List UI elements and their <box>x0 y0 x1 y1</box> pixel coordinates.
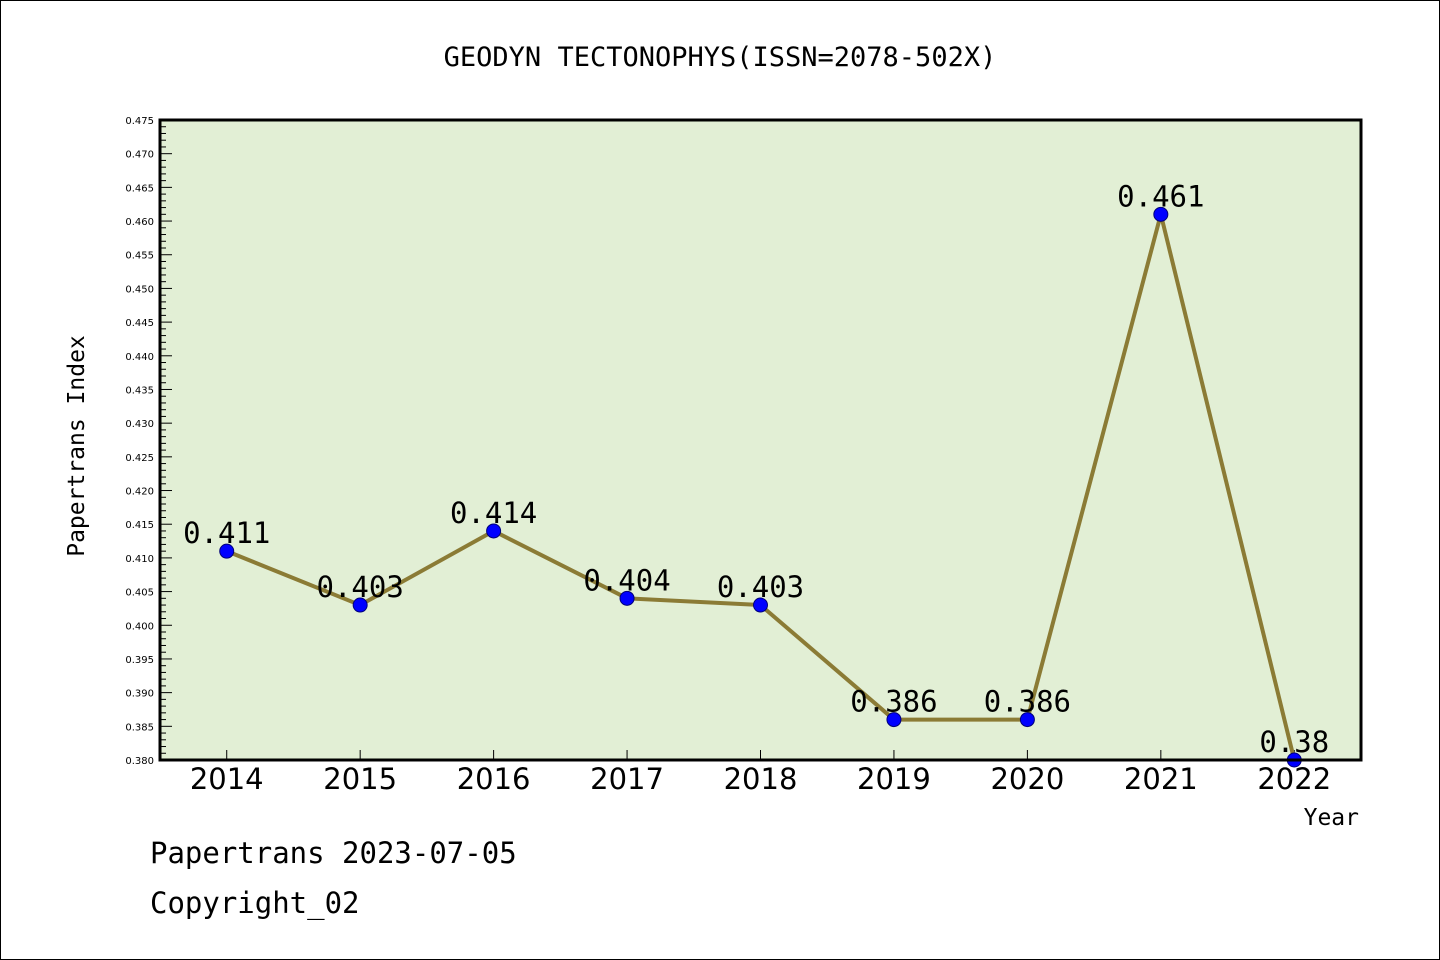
data-label: 0.403 <box>717 570 804 604</box>
x-axis-label: Year <box>1304 805 1359 831</box>
y-tick-label: 0.455 <box>125 251 154 262</box>
y-tick-label: 0.435 <box>125 385 154 396</box>
data-label: 0.38 <box>1259 725 1329 759</box>
x-tick-label: 2018 <box>724 762 798 796</box>
data-label: 0.414 <box>450 496 537 530</box>
y-tick-label: 0.420 <box>125 487 154 498</box>
x-tick-label: 2016 <box>457 762 531 796</box>
data-label: 0.461 <box>1117 179 1204 213</box>
y-tick-label: 0.465 <box>125 183 154 194</box>
y-tick-label: 0.445 <box>125 318 154 329</box>
y-tick-label: 0.460 <box>125 217 154 228</box>
y-tick-label: 0.395 <box>125 655 154 666</box>
data-label: 0.386 <box>850 685 937 719</box>
x-tick-label: 2021 <box>1124 762 1198 796</box>
y-tick-label: 0.475 <box>125 116 154 127</box>
data-point <box>486 523 502 539</box>
data-point <box>619 590 635 606</box>
y-tick-label: 0.470 <box>125 150 154 161</box>
chart-title: GEODYN TECTONOPHYS(ISSN=2078-502X) <box>444 42 997 73</box>
y-tick-label: 0.390 <box>125 689 154 700</box>
data-label: 0.404 <box>583 563 670 597</box>
x-tick-label: 2014 <box>190 762 264 796</box>
data-point <box>352 597 368 613</box>
y-tick-label: 0.450 <box>125 284 154 295</box>
y-tick-label: 0.410 <box>125 554 154 565</box>
y-tick-label: 0.415 <box>125 520 154 531</box>
y-tick-label: 0.380 <box>125 756 154 767</box>
x-tick-label: 2019 <box>857 762 931 796</box>
data-point <box>219 543 235 559</box>
plot-border <box>158 118 1363 762</box>
x-tick-label: 2022 <box>1257 762 1331 796</box>
y-axis-label: Papertrans Index <box>64 335 90 557</box>
x-tick-label: 2017 <box>590 762 664 796</box>
y-tick-label: 0.440 <box>125 352 154 363</box>
y-tick-label: 0.405 <box>125 588 154 599</box>
data-point <box>1019 712 1035 728</box>
plot-area <box>160 120 1361 760</box>
y-tick-label: 0.425 <box>125 453 154 464</box>
data-point <box>1153 206 1169 222</box>
data-point <box>753 597 768 613</box>
x-axis: 2014 2015 2016 2017 2018 2019 2020 2021 2022 <box>190 750 1331 796</box>
x-tick-label: 2020 <box>990 762 1064 796</box>
data-label: 0.403 <box>317 570 404 604</box>
y-axis: 0.380 0.385 0.390 0.395 0.400 0.405 0.410 0.415… <box>125 116 172 767</box>
y-tick-label: 0.400 <box>125 621 154 632</box>
x-tick-label: 2015 <box>323 762 397 796</box>
data-label: 0.386 <box>984 685 1071 719</box>
y-tick-label: 0.430 <box>125 419 154 430</box>
data-label: 0.411 <box>183 516 270 550</box>
data-point <box>886 712 902 728</box>
footer-copyright-line: Copyright_02 <box>150 886 360 920</box>
footer-date-line: Papertrans 2023-07-05 <box>150 836 517 870</box>
y-tick-label: 0.385 <box>125 722 154 733</box>
series-group: 0.411 0.403 0.414 0.404 0.403 0.386 0.386 0.461… <box>183 179 1329 768</box>
